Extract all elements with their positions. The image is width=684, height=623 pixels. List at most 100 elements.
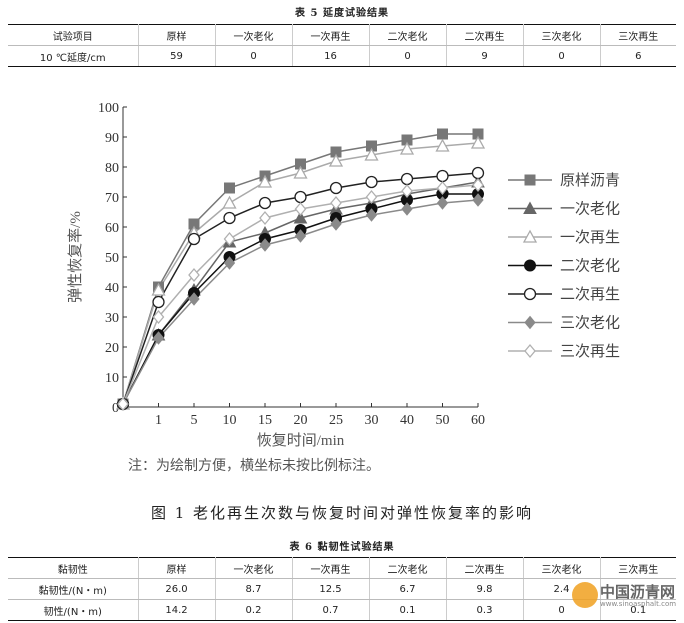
data-point [222,195,237,209]
data-point [223,256,236,270]
legend-marker [524,259,536,272]
data-point [435,138,450,152]
legend-label: 三次再生 [560,343,620,360]
table6-cell: 0.1 [599,599,676,621]
table5-header-cell: 原样 [137,24,215,46]
y-tick-label: 10 [105,371,119,386]
x-axis-label: 恢复时间/min [257,431,345,449]
legend-label: 二次再生 [560,286,620,303]
table6-cell: 26.0 [137,578,215,600]
legend-label: 二次老化 [560,258,620,275]
data-point [400,172,414,186]
table6-cell: 黏韧性/(N・m) [8,578,138,600]
x-tick-label: 40 [400,413,414,428]
legend-label: 原样沥青 [560,172,620,189]
y-tick-label: 50 [105,251,119,266]
y-tick-label: 20 [105,341,119,356]
data-point [152,331,165,345]
data-point [365,175,378,189]
legend-marker [523,201,537,214]
figure-caption: 图 1 老化再生次数与恢复时间对弹性恢复率的影响 [150,504,534,522]
table5-cell: 0 [522,45,600,67]
data-point [151,282,166,296]
data-point [472,177,484,193]
watermark-logo-icon [572,582,598,608]
table6-cell: 0.1 [368,599,446,621]
data-point [187,232,201,246]
x-tick-label: 10 [223,413,237,428]
x-tick-label: 60 [471,413,485,428]
data-point [294,190,307,204]
table6-cell: 0.2 [214,599,292,621]
series-line [122,142,479,405]
table6-header-cell: 原样 [137,557,215,579]
x-tick-label: 15 [258,413,272,428]
table6-cell: 0.3 [445,599,523,621]
data-point [258,196,272,210]
table5-row: 10 ℃延度/cm 59 0 16 0 9 0 6 [8,45,676,67]
data-point [152,295,165,309]
table5-caption: 表 5 延度试验结果 [295,8,389,19]
table6-header-cell: 一次老化 [214,557,292,579]
legend-label: 三次老化 [560,315,620,332]
table5-header-cell: 三次老化 [522,24,600,46]
data-point [436,169,449,183]
data-point [257,174,273,188]
table5-header-cell: 三次再生 [599,24,676,46]
data-point [472,193,484,207]
data-point [329,181,343,195]
legend-marker [524,315,536,330]
legend-label: 一次老化 [560,201,620,218]
data-point [471,166,485,180]
data-point [364,147,379,161]
data-point [436,196,449,210]
data-point [365,189,378,205]
table6-header-cell: 三次再生 [599,557,676,579]
data-point [224,182,235,194]
table5: 试验项目 原样 一次老化 一次再生 二次老化 二次再生 三次老化 三次再生 10 ℃延度/cm… [8,24,676,67]
figure-note: 注：为绘制方便，横坐标未按比例标注。 [128,458,380,474]
data-point [436,180,449,196]
table6-cell: 12.5 [291,578,369,600]
x-tick-label: 25 [329,413,343,428]
table6-header-cell: 三次老化 [522,557,600,579]
table5-cell: 10 ℃延度/cm [8,45,138,67]
table6-cell: 9.8 [445,578,523,600]
watermark-url: www.sinoasphalt.com [600,600,677,608]
table6-header-cell: 一次再生 [291,557,369,579]
data-point [259,238,271,252]
data-point [330,217,342,231]
data-point [259,210,271,226]
table6-cell: 6.7 [368,578,446,600]
data-point [117,396,129,412]
legend-marker [522,229,538,243]
data-point [293,210,308,224]
table5-header-cell: 一次再生 [291,24,369,46]
table6-cell [599,578,676,600]
legend-marker [524,343,536,359]
data-point [294,201,307,217]
y-tick-label: 80 [105,161,119,176]
table5-body: 10 ℃延度/cm 59 0 16 0 9 0 6 [8,45,676,67]
y-tick-label: 0 [112,401,119,416]
table5-header-row: 试验项目 原样 一次老化 一次再生 二次老化 二次再生 三次老化 三次再生 [8,24,676,46]
data-point [437,128,448,140]
y-tick-label: 90 [105,131,119,146]
y-tick-label: 100 [98,101,119,116]
legend-marker [523,287,537,301]
data-point [328,153,344,167]
table6-cell: 14.2 [137,599,215,621]
x-tick-label: 5 [191,413,198,428]
table6-cell: 0.7 [291,599,369,621]
data-point [188,267,200,283]
data-point [223,231,236,247]
table6-header-cell: 二次老化 [368,557,446,579]
table5-cell: 0 [368,45,446,67]
data-point [399,141,415,155]
watermark: 中国沥青网 www.sinoasphalt.com [570,576,680,616]
data-point [401,202,413,216]
y-tick-label: 40 [105,281,119,296]
data-point [330,195,342,211]
data-point [294,229,307,243]
